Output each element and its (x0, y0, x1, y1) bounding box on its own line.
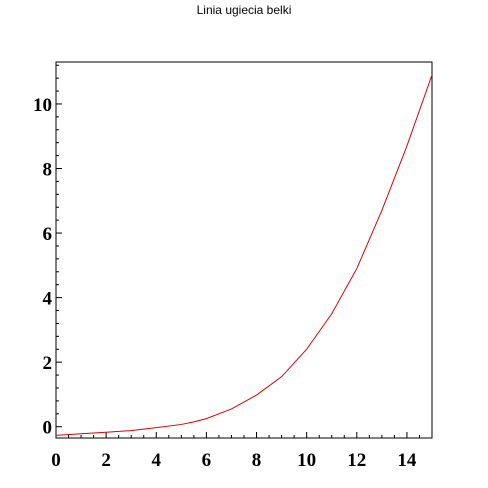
x-tick-label: 8 (252, 450, 262, 471)
y-tick-labels: 0 2 4 6 8 10 (33, 95, 53, 439)
y-tick-label: 6 (43, 224, 53, 245)
y-tick-label: 10 (33, 95, 52, 116)
axis-ticks (55, 64, 433, 438)
x-tick-label: 0 (51, 450, 61, 471)
x-tick-label: 12 (347, 450, 366, 471)
x-tick-labels: 0 2 4 6 8 10 12 14 (51, 450, 417, 471)
plot-frame (55, 61, 433, 439)
x-tick-label: 10 (297, 450, 316, 471)
x-tick-label: 4 (152, 450, 162, 471)
y-tick-label: 2 (43, 353, 53, 374)
y-tick-label: 8 (43, 160, 53, 181)
x-tick-label: 14 (397, 450, 417, 471)
x-tick-label: 2 (101, 450, 111, 471)
series-line (55, 74, 433, 436)
y-tick-label: 0 (43, 418, 53, 439)
series-group (55, 74, 433, 436)
x-tick-label: 6 (202, 450, 212, 471)
chart-title: Linia ugiecia belki (197, 3, 292, 17)
y-tick-label: 4 (43, 289, 53, 310)
